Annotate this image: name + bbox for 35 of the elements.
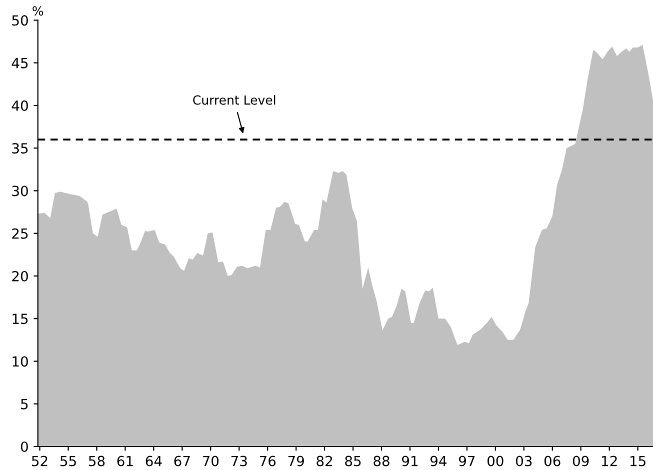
y-tick-label: 0 xyxy=(20,441,28,452)
y-tick-label: 30 xyxy=(12,186,28,196)
x-tick-label: 15 xyxy=(630,456,646,466)
x-tick-label: 82 xyxy=(316,456,332,466)
y-tick-label: 25 xyxy=(12,228,28,239)
x-tick-label: 73 xyxy=(231,456,247,466)
x-tick-label: 09 xyxy=(572,456,589,466)
x-tick-label: 94 xyxy=(430,456,447,466)
x-tick-label: 76 xyxy=(260,456,276,466)
x-tick-label: 55 xyxy=(60,456,76,466)
x-tick-label: 58 xyxy=(88,456,105,466)
y-tick-label: 45 xyxy=(12,58,28,68)
x-tick-label: 85 xyxy=(345,456,361,466)
y-tick-label: 5 xyxy=(21,399,28,410)
y-tick-label: 35 xyxy=(12,143,28,154)
x-tick-label: 00 xyxy=(488,456,504,466)
y-tick-label: 20 xyxy=(12,270,28,282)
annotation: Current Level xyxy=(193,95,276,105)
x-tick-label: 52 xyxy=(32,456,48,466)
x-tick-label: 88 xyxy=(374,456,390,466)
y-tick-label: 15 xyxy=(12,314,28,324)
y-axis-title: % xyxy=(32,6,44,16)
x-tick-label: 67 xyxy=(174,456,190,466)
y-tick-label: 10 xyxy=(12,356,28,367)
y-tick-label: 40 xyxy=(12,100,28,111)
x-tick-label: 97 xyxy=(458,456,475,466)
x-tick-label: 12 xyxy=(602,456,617,466)
y-tick-label: 50 xyxy=(12,15,28,26)
x-tick-label: 03 xyxy=(516,456,532,466)
x-tick-label: 61 xyxy=(117,456,133,466)
x-tick-label: 70 xyxy=(202,456,219,466)
x-tick-label: 64 xyxy=(146,456,162,466)
x-tick-label: 79 xyxy=(288,456,304,466)
x-tick-label: 06 xyxy=(544,456,560,466)
x-tick-label: 91 xyxy=(402,456,418,466)
